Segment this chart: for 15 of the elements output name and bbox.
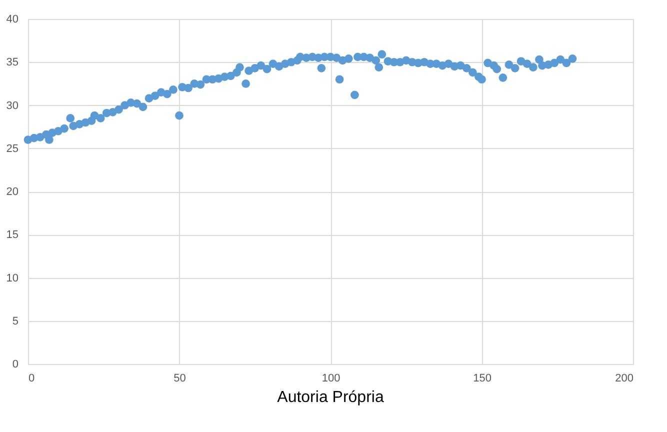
x-tick-label: 100: [322, 372, 340, 384]
y-tick-label: 20: [6, 186, 18, 198]
x-tick-label: 0: [28, 372, 35, 384]
y-tick-label: 10: [6, 272, 18, 284]
y-tick-label: 25: [6, 142, 18, 155]
x-tick-label: 50: [174, 372, 186, 384]
y-tick-label: 30: [6, 100, 18, 112]
text: Autoria Própria: [277, 389, 384, 406]
y-tick-label: 40: [6, 14, 18, 26]
y-tick-label: 15: [6, 229, 18, 242]
y-tick-label: 35: [6, 56, 18, 69]
y-tick-label: 5: [12, 315, 18, 328]
x-tick-label: 150: [473, 372, 492, 384]
x-tick-label: 200: [615, 372, 634, 384]
y-tick-label: 0: [12, 358, 18, 370]
